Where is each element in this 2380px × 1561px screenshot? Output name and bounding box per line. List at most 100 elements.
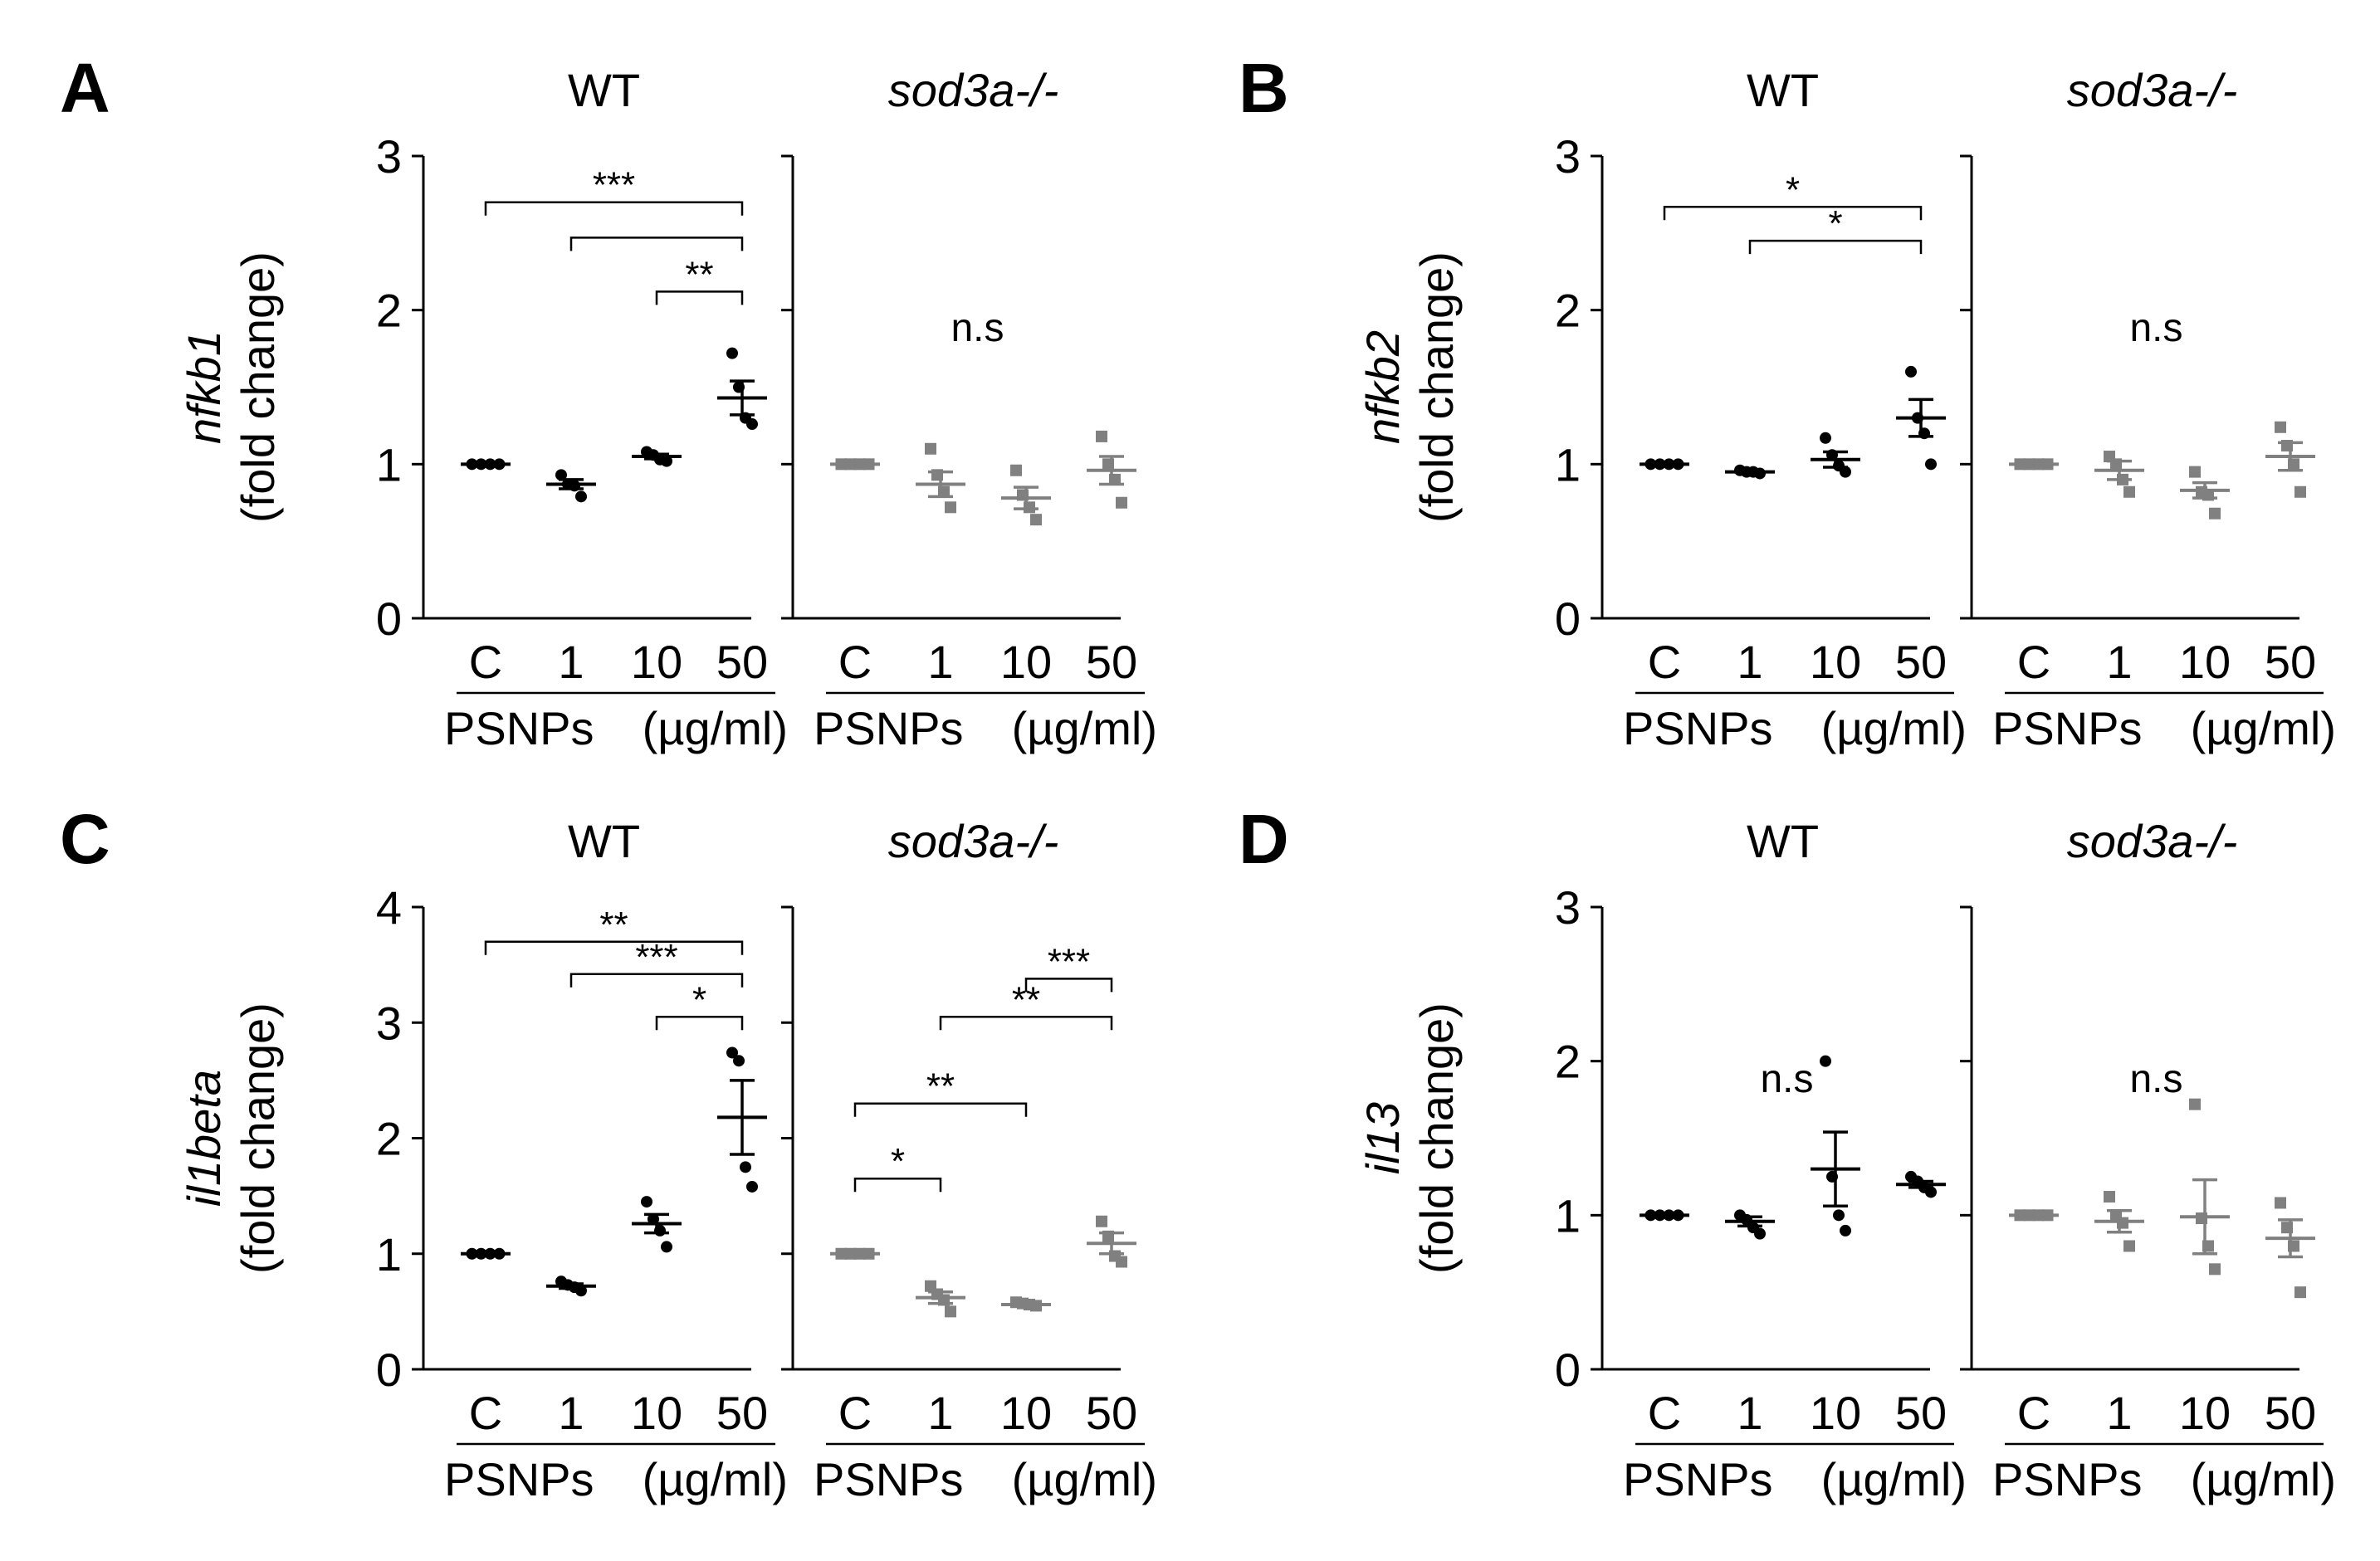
panel-b-ko-ns-label: n.s <box>2129 306 2182 350</box>
panel-d-wt-x-tick-label: 1 <box>1737 1387 1762 1439</box>
panel-a-wt-point <box>575 490 587 503</box>
panel-c-wt-xlabel-left: PSNPs <box>444 1453 594 1505</box>
panel-c-ko-sig-bracket <box>853 1177 942 1193</box>
panel-c-ko-sig-bracket <box>1024 978 1113 993</box>
panel-a-ko-xlabel-left: PSNPs <box>814 702 964 754</box>
panel-c-ylabel-unit: (fold change) <box>232 1002 284 1274</box>
panel-d-wt-y-tick-label: 2 <box>1555 1036 1581 1088</box>
panel-c-ko-sig-label: ** <box>1012 979 1040 1020</box>
panel-a-ko-title: sod3a-/- <box>888 64 1058 116</box>
panel-a-ko-point <box>1030 514 1042 526</box>
panel-d-wt-y-tick-label: 3 <box>1555 881 1581 934</box>
panel-c-wt-x-tick-label: 1 <box>558 1387 584 1439</box>
panel-b-wt-x-tick-label: 50 <box>1895 636 1947 688</box>
panel-b-wt-point <box>1905 365 1917 378</box>
panel-c-ko-sig-bracket <box>853 1102 1028 1117</box>
panel-c-ko-sig-bracket <box>939 1016 1113 1031</box>
panel-d-wt-x-tick-label: 10 <box>1810 1387 1861 1439</box>
panel-d-ylabel-unit: (fold change) <box>1410 1002 1463 1274</box>
panel-b-wt-sig-label: * <box>1786 169 1800 210</box>
panel-d-wt-xlabel-left: PSNPs <box>1623 1453 1773 1505</box>
panel-b-wt-sig-label: * <box>1828 203 1842 244</box>
panel-d-ko-point <box>2123 1240 2135 1252</box>
panel-c-wt-point <box>661 1241 672 1253</box>
panel-a-wt-point <box>555 469 567 481</box>
panel-b-ko-point <box>2123 485 2135 498</box>
panel-d-ko-point <box>2294 1286 2306 1299</box>
panel-b-wt-point <box>1820 432 1831 444</box>
panel-c-wt-title: WT <box>568 815 640 867</box>
panel-d-wt-point <box>1833 1209 1845 1222</box>
panel-c-wt-y-tick-label: 0 <box>376 1344 402 1396</box>
panel-a-wt-x-tick-label: 50 <box>716 636 768 688</box>
panel-c-wt-point <box>733 1055 745 1067</box>
panel-a-ko-point <box>945 501 956 514</box>
panel-a-ko-xlabel-right: (µg/ml) <box>1012 702 1157 754</box>
panel-b-wt-xlabel-left: PSNPs <box>1623 702 1773 754</box>
panel-b-ko-point <box>2294 485 2306 498</box>
panel-b-wt-x-tick-label: C <box>1648 636 1681 688</box>
panel-c-wt-x-tick-label: 50 <box>716 1387 768 1439</box>
panel-d-ko-point <box>2189 1098 2201 1110</box>
panel-c-wt-y-tick-label: 1 <box>376 1228 402 1281</box>
panel-c-wt-sig-bracket <box>484 940 744 955</box>
panel-c-ko-xlabel-left: PSNPs <box>814 1453 964 1505</box>
panel-c-wt-y-tick-label: 4 <box>376 881 402 934</box>
panel-a-wt-y-tick-label: 1 <box>376 438 402 490</box>
panel-b-ko-x-tick-label: 1 <box>2106 636 2132 688</box>
panel-b-ko-x-tick-label: C <box>2017 636 2050 688</box>
panel-b-wt-sig-bracket <box>1748 239 1923 255</box>
panel-c-ko-x-tick-label: 10 <box>1000 1387 1052 1439</box>
panel-c-ko-point <box>1116 1256 1127 1268</box>
panel-b-ko-point <box>2189 466 2201 478</box>
panel-d-wt-point <box>1754 1227 1766 1240</box>
panel-a-wt-sig-bracket <box>484 201 744 216</box>
panel-a-wt-sig-label: *** <box>593 165 635 206</box>
panel-d-ko-xlabel-right: (µg/ml) <box>2191 1453 2336 1505</box>
panel-c-wt-sig-label: *** <box>635 937 677 978</box>
panel-b-wt-sig-bracket <box>1663 206 1923 221</box>
panel-a-wt-xlabel-left: PSNPs <box>444 702 594 754</box>
panel-d-ko-x-tick-label: 1 <box>2106 1387 2132 1439</box>
panel-a-ko-x-tick-label: C <box>838 636 872 688</box>
panel-c-letter: C <box>60 800 110 878</box>
panel-d-letter: D <box>1239 800 1289 878</box>
panel-d-wt-point <box>1925 1186 1937 1198</box>
panel-c-ko-x-tick-label: 50 <box>1086 1387 1137 1439</box>
panel-d-wt-y-tick-label: 0 <box>1555 1344 1581 1396</box>
panel-a-ko-point <box>1116 496 1127 509</box>
panel-a-wt-sig-label: ** <box>685 254 713 295</box>
panel-b-ko-point <box>2209 507 2221 520</box>
panel-c-ko-sig-label: * <box>891 1141 905 1182</box>
panel-c-wt-x-tick-label: C <box>469 1387 502 1439</box>
panel-a-ko-point <box>925 442 936 455</box>
panel-c-ko-sig-label: *** <box>1048 941 1090 982</box>
panel-d-ko-title: sod3a-/- <box>2067 815 2237 867</box>
panel-c-wt-point <box>641 1196 652 1208</box>
panel-a-wt-x-tick-label: 1 <box>558 636 584 688</box>
panel-c-wt-point <box>746 1180 758 1193</box>
panel-b-ko-x-tick-label: 10 <box>2179 636 2231 688</box>
panel-c-wt-xlabel-right: (µg/ml) <box>643 1453 788 1505</box>
panel-a-wt-y-tick-label: 3 <box>376 130 402 183</box>
panel-c-ko-point <box>945 1305 956 1318</box>
panel-c-ko-title: sod3a-/- <box>888 815 1058 867</box>
panel-a-letter: A <box>60 49 110 127</box>
panel-a-ylabel-unit: (fold change) <box>232 251 284 523</box>
panel-b-wt-y-tick-label: 0 <box>1555 593 1581 645</box>
panel-d-wt-x-tick-label: 50 <box>1895 1387 1947 1439</box>
panel-d-ko-xlabel-left: PSNPs <box>1992 1453 2143 1505</box>
panel-a-ko-x-tick-label: 10 <box>1000 636 1052 688</box>
panel-d-wt-title: WT <box>1747 815 1819 867</box>
panel-c-wt-sig-bracket <box>655 1016 744 1031</box>
panel-a-wt-xlabel-right: (µg/ml) <box>643 702 788 754</box>
panel-d-ko-point <box>2209 1263 2221 1276</box>
panel-d-wt-y-tick-label: 1 <box>1555 1189 1581 1241</box>
panel-d-ko-x-tick-label: 50 <box>2265 1387 2316 1439</box>
panel-a-wt-sig-bracket <box>569 237 744 251</box>
panel-b-wt-x-tick-label: 10 <box>1810 636 1861 688</box>
panel-b-wt-y-tick-label: 3 <box>1555 130 1581 183</box>
panel-c-ko-point <box>1096 1215 1107 1227</box>
panel-b-wt-x-tick-label: 1 <box>1737 636 1762 688</box>
